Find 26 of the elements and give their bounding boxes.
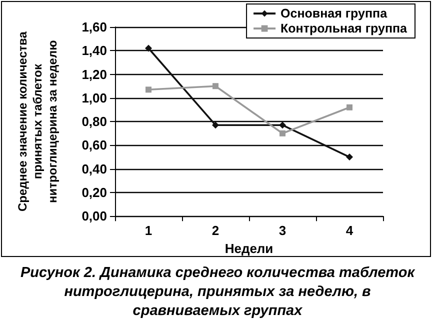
- point: [346, 154, 353, 161]
- point: [145, 44, 152, 52]
- x-axis-title: Недели: [224, 241, 274, 256]
- point: [212, 122, 219, 129]
- y-tick-label: 1,00: [82, 90, 107, 106]
- x-tick-label: 1: [144, 223, 152, 238]
- y-tick-label: 0,40: [82, 161, 107, 176]
- y-tick-label: 0,20: [82, 184, 107, 200]
- point: [279, 122, 286, 129]
- x-tick-label: 3: [278, 223, 286, 238]
- y-tick-label: 1,20: [82, 66, 107, 82]
- y-axis-title: Среднее значение количества принятых таблеток нитроглицерина за неделю: [16, 31, 60, 212]
- x-tick-label: 4: [346, 223, 354, 238]
- legend-label: Контрольная группа: [280, 22, 408, 36]
- y-tick-label: 0,80: [82, 114, 107, 130]
- text: Рисунок 2. Динамика среднего количества таблеток нитроглицерина, принятых за неделю, в сравниваемых группах: [19, 264, 416, 321]
- point: [346, 104, 352, 110]
- y-tick-label: 0,00: [82, 208, 107, 224]
- y-tick-label: 1,60: [82, 20, 107, 34]
- point: [146, 86, 152, 93]
- point: [212, 83, 218, 90]
- y-tick-label: 1,40: [82, 43, 107, 58]
- legend-label: Основная группа: [280, 6, 388, 20]
- y-tick-label: 0,60: [82, 138, 107, 153]
- point: [280, 130, 286, 136]
- x-tick-label: 2: [212, 223, 220, 238]
